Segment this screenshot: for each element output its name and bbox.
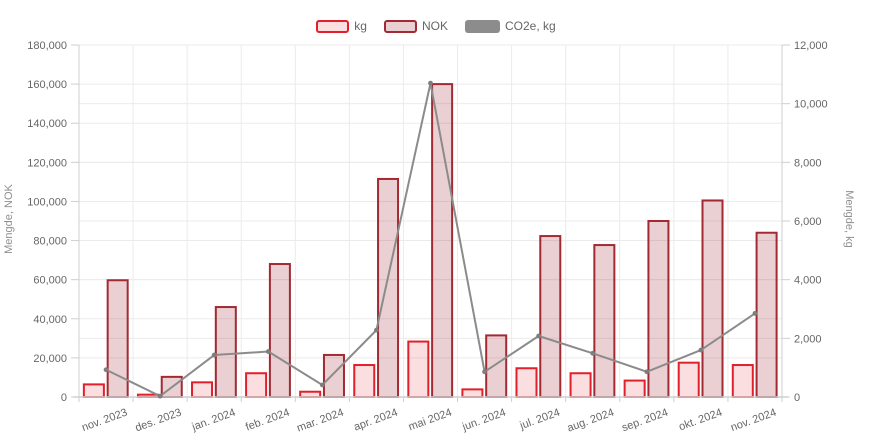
y-axis-left-tick-label: 40,000 [33, 314, 67, 326]
y-axis-right-tick-label: 10,000 [794, 99, 828, 111]
x-axis-tick-label: mai 2024 [407, 407, 454, 434]
bar-kg[interactable] [569, 372, 592, 398]
bar-nok[interactable] [539, 235, 562, 398]
bar-kg[interactable] [82, 383, 105, 398]
bar-nok[interactable] [268, 263, 291, 398]
co2e-point[interactable] [644, 369, 650, 375]
co2e-point[interactable] [752, 311, 758, 316]
legend-item-co2e[interactable]: CO2e, kg [465, 19, 556, 33]
y-axis-left-tick-label: 120,000 [27, 157, 67, 169]
y-axis-right-tick-label: 12,000 [794, 40, 828, 52]
bar-kg[interactable] [731, 364, 754, 399]
co2e-point[interactable] [265, 349, 271, 354]
bar-kg[interactable] [407, 340, 430, 398]
x-axis-tick-label: apr. 2024 [352, 407, 399, 434]
co2e-point[interactable] [157, 393, 163, 399]
x-axis-tick-label: feb. 2024 [244, 407, 291, 434]
y-axis-left-tick-label: 100,000 [27, 196, 67, 208]
co2e-point[interactable] [482, 369, 487, 375]
chart-legend: kg NOK CO2e, kg [0, 19, 872, 33]
y-axis-right-tick-label: 4,000 [794, 275, 822, 287]
bar-kg[interactable] [461, 388, 484, 398]
co2e-point[interactable] [319, 382, 325, 388]
bar-nok[interactable] [485, 334, 508, 398]
legend-label-kg: kg [354, 19, 367, 33]
legend-item-kg[interactable]: kg [316, 19, 367, 33]
bar-kg[interactable] [623, 379, 646, 398]
co2e-point[interactable] [590, 350, 596, 356]
x-axis-tick-label: jun. 2024 [460, 407, 508, 434]
x-axis-tick-label: des. 2023 [134, 407, 184, 435]
bar-nok[interactable] [431, 83, 454, 398]
y-axis-left-tick-label: 60,000 [33, 275, 67, 287]
y-axis-left-tick-label: 20,000 [33, 353, 67, 365]
bar-kg[interactable] [191, 381, 214, 399]
bar-kg[interactable] [245, 372, 268, 398]
bar-kg[interactable] [515, 367, 538, 398]
nok-series-swatch-icon [383, 19, 417, 33]
kg-series-swatch-icon [316, 19, 350, 33]
y-axis-right-tick-label: 0 [794, 392, 800, 404]
co2e-point[interactable] [374, 327, 379, 333]
y-axis-left-tick-label: 180,000 [27, 40, 67, 52]
co2e-point[interactable] [536, 333, 542, 339]
bar-kg[interactable] [299, 390, 322, 399]
bar-nok[interactable] [214, 306, 237, 398]
y-axis-left-tick-label: 140,000 [27, 118, 67, 130]
x-axis-tick-label: okt. 2024 [677, 407, 724, 434]
x-axis-tick-label: nov. 2024 [729, 407, 778, 435]
x-axis-tick-label: mar. 2024 [295, 407, 345, 435]
co2e-point[interactable] [103, 367, 109, 373]
y-axis-right-tick-label: 2,000 [794, 333, 822, 345]
x-axis-tick-label: jan. 2024 [190, 407, 238, 434]
bar-kg[interactable] [677, 361, 700, 398]
x-axis-tick-label: sep. 2024 [620, 407, 670, 435]
co2e-point[interactable] [428, 80, 433, 86]
bar-nok[interactable] [701, 199, 724, 398]
legend-label-co2e: CO2e, kg [505, 19, 556, 33]
legend-item-nok[interactable]: NOK [383, 19, 448, 33]
bar-nok[interactable] [755, 231, 778, 398]
y-axis-left-tick-label: 80,000 [33, 236, 67, 248]
co2e-point[interactable] [211, 352, 217, 358]
co2e-point[interactable] [698, 347, 704, 353]
co2e-series-swatch-icon [465, 19, 500, 33]
x-axis-tick-label: jul. 2024 [518, 407, 562, 433]
y-axis-right-tick-label: 8,000 [794, 157, 822, 169]
x-axis-tick-label: aug. 2024 [566, 407, 616, 435]
bar-nok[interactable] [593, 244, 616, 398]
y-axis-right-tick-label: 6,000 [794, 216, 822, 228]
y-axis-left-tick-label: 0 [61, 392, 67, 404]
bar-kg[interactable] [353, 364, 376, 399]
bar-nok[interactable] [377, 177, 400, 398]
bar-nok[interactable] [322, 353, 345, 399]
legend-label-nok: NOK [421, 19, 448, 33]
x-axis-tick-label: nov. 2023 [80, 407, 129, 435]
y-axis-left-tick-label: 160,000 [27, 79, 67, 91]
